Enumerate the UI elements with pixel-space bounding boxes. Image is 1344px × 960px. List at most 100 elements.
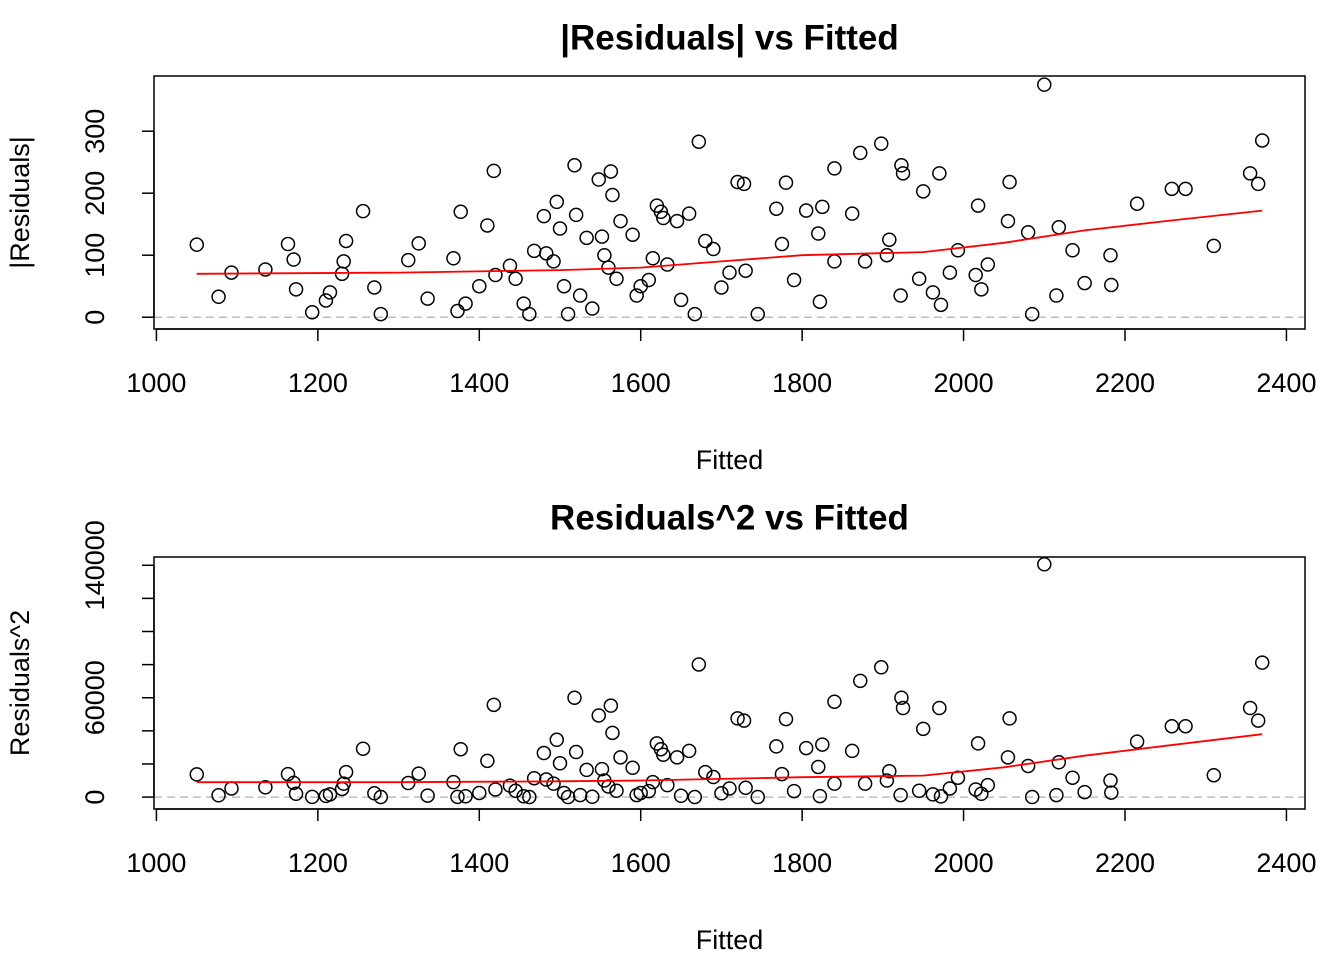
point	[458, 296, 473, 311]
x-axis-label: Fitted	[696, 445, 764, 475]
point	[714, 786, 729, 801]
y-axis-label: |Residuals|	[5, 136, 35, 269]
point	[1254, 655, 1270, 670]
point	[286, 252, 301, 267]
point	[536, 745, 552, 761]
point	[714, 280, 729, 295]
point	[605, 725, 620, 741]
point	[567, 690, 582, 705]
x-tick-label: 1400	[449, 368, 509, 398]
point	[698, 233, 713, 249]
point	[706, 241, 721, 257]
point	[669, 213, 685, 229]
point	[778, 711, 794, 727]
point	[1242, 700, 1258, 716]
point	[778, 175, 794, 190]
point	[629, 288, 644, 303]
point	[1242, 166, 1258, 181]
point	[549, 732, 565, 748]
point	[1254, 133, 1270, 148]
point	[572, 288, 588, 303]
point	[322, 787, 338, 802]
point	[486, 163, 502, 179]
x-tick-label: 1800	[772, 368, 832, 398]
point	[1129, 196, 1145, 211]
point	[1020, 225, 1036, 240]
point	[798, 203, 814, 218]
x-tick-label: 2400	[1256, 848, 1316, 878]
point	[656, 210, 671, 226]
y-tick-label: 100	[80, 233, 110, 278]
point	[932, 700, 947, 716]
point	[687, 789, 703, 805]
point	[669, 750, 685, 765]
point	[522, 306, 537, 322]
point	[480, 218, 495, 233]
point	[613, 213, 628, 229]
point	[373, 306, 389, 322]
x-tick-label: 2200	[1095, 368, 1155, 398]
point	[738, 263, 753, 278]
point	[812, 294, 828, 309]
point	[211, 289, 226, 305]
point	[827, 254, 842, 269]
point	[591, 708, 606, 723]
point	[911, 271, 927, 287]
point	[950, 242, 966, 258]
point	[774, 766, 790, 782]
point	[932, 166, 947, 181]
point	[691, 657, 707, 672]
point	[609, 783, 624, 799]
point	[641, 272, 657, 288]
point	[736, 176, 752, 192]
point	[827, 776, 842, 791]
point	[609, 271, 624, 287]
y-tick-label: 140000	[80, 520, 110, 610]
point	[882, 763, 897, 779]
point	[894, 158, 909, 173]
point	[613, 750, 628, 765]
point	[526, 770, 542, 786]
point	[798, 740, 814, 756]
point	[539, 246, 554, 261]
point	[401, 252, 416, 268]
point	[980, 257, 996, 272]
point	[736, 713, 752, 728]
point	[488, 782, 503, 797]
point	[811, 226, 826, 241]
point	[280, 236, 296, 252]
point	[786, 272, 802, 288]
point	[879, 247, 895, 263]
point	[472, 278, 487, 294]
y-tick-label: 0	[80, 310, 110, 325]
point	[942, 781, 958, 796]
point	[774, 236, 790, 252]
point	[536, 208, 552, 224]
point	[933, 789, 949, 804]
point	[730, 174, 745, 190]
x-tick-label: 1000	[126, 368, 186, 398]
point	[895, 166, 911, 181]
point	[970, 736, 986, 751]
point	[526, 243, 542, 259]
point	[706, 769, 721, 785]
point	[844, 206, 860, 221]
point	[769, 201, 784, 216]
point	[681, 206, 697, 221]
x-tick-label: 1800	[772, 848, 832, 878]
point	[1104, 277, 1119, 293]
point	[472, 785, 487, 801]
point	[882, 232, 897, 247]
point	[625, 760, 640, 776]
point	[605, 187, 620, 203]
point	[1051, 755, 1067, 770]
point	[420, 788, 435, 803]
point	[769, 739, 784, 754]
point	[522, 789, 537, 805]
point	[857, 776, 873, 791]
point	[1077, 275, 1092, 291]
point	[911, 783, 927, 799]
point	[355, 741, 371, 756]
chart-title: |Residuals| vs Fitted	[560, 18, 899, 57]
point	[373, 789, 389, 805]
